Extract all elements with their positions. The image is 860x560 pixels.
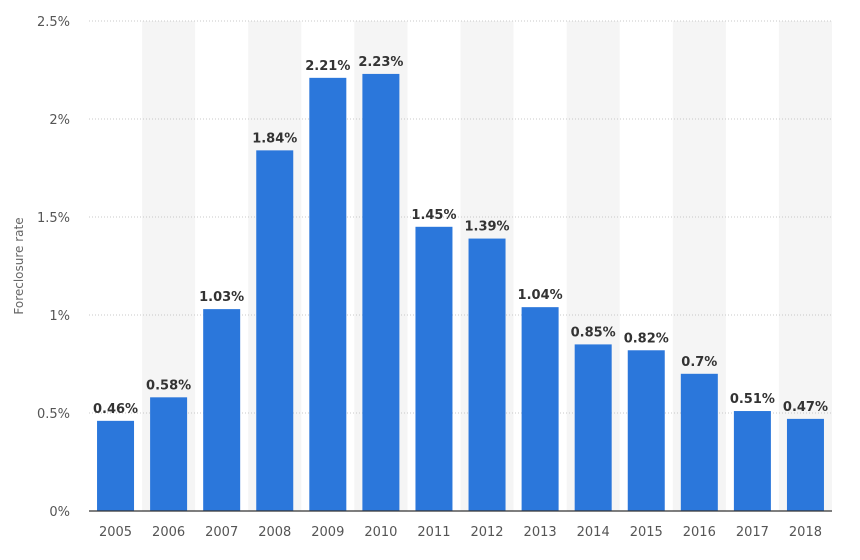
y-axis-tick-labels: 0% 0.5% 1% 1.5% 2% 2.5% bbox=[37, 15, 70, 520]
data-label: 0.7% bbox=[681, 355, 717, 370]
data-label: 1.39% bbox=[464, 220, 509, 235]
x-tick-label: 2006 bbox=[152, 525, 185, 540]
x-axis-tick-labels: 2005 2006 2007 2008 2009 2010 2011 2012 2013 2014… bbox=[99, 525, 822, 540]
data-label: 1.04% bbox=[518, 288, 563, 303]
bars bbox=[97, 73, 824, 512]
y-axis-label: Foreclosure rate bbox=[12, 217, 26, 314]
x-tick-label: 2018 bbox=[789, 525, 822, 540]
x-tick-label: 2015 bbox=[630, 525, 663, 540]
bar bbox=[680, 373, 718, 511]
data-label: 0.82% bbox=[624, 331, 669, 346]
bar bbox=[415, 226, 453, 512]
bar bbox=[362, 73, 400, 512]
y-tick-label: 1.5% bbox=[37, 211, 70, 226]
bar bbox=[309, 77, 347, 511]
data-label: 0.47% bbox=[783, 400, 828, 415]
data-label: 1.84% bbox=[252, 131, 297, 146]
x-tick-label: 2008 bbox=[258, 525, 291, 540]
y-tick-label: 2.5% bbox=[37, 15, 70, 30]
y-tick-label: 0% bbox=[49, 505, 70, 520]
data-label: 0.46% bbox=[93, 402, 138, 417]
bar bbox=[786, 418, 824, 511]
x-tick-label: 2007 bbox=[205, 525, 238, 540]
x-tick-label: 2014 bbox=[577, 525, 610, 540]
x-tick-label: 2017 bbox=[736, 525, 769, 540]
y-tick-label: 1% bbox=[49, 309, 70, 324]
data-label: 0.58% bbox=[146, 378, 191, 393]
bar bbox=[468, 238, 506, 511]
bar bbox=[627, 350, 665, 511]
x-tick-label: 2011 bbox=[417, 525, 450, 540]
x-tick-label: 2012 bbox=[470, 525, 503, 540]
data-label: 2.21% bbox=[305, 59, 350, 74]
bar bbox=[97, 420, 135, 511]
data-label: 0.85% bbox=[571, 325, 616, 340]
data-label: 1.03% bbox=[199, 290, 244, 305]
bar bbox=[574, 344, 612, 511]
x-tick-label: 2013 bbox=[524, 525, 557, 540]
bar bbox=[150, 397, 188, 511]
y-tick-label: 0.5% bbox=[37, 407, 70, 422]
x-tick-label: 2016 bbox=[683, 525, 716, 540]
x-tick-label: 2009 bbox=[311, 525, 344, 540]
data-label: 0.51% bbox=[730, 392, 775, 407]
data-label: 1.45% bbox=[411, 208, 456, 223]
bar bbox=[733, 411, 771, 511]
bar bbox=[256, 150, 294, 512]
data-label: 2.23% bbox=[358, 55, 403, 70]
bar bbox=[203, 309, 241, 511]
x-tick-label: 2005 bbox=[99, 525, 132, 540]
data-labels: 0.46% 0.58% 1.03% 1.84% 2.21% 2.23% 1.45% 1.39%… bbox=[93, 55, 828, 417]
x-tick-label: 2010 bbox=[364, 525, 397, 540]
y-tick-label: 2% bbox=[49, 113, 70, 128]
bar bbox=[521, 307, 559, 511]
